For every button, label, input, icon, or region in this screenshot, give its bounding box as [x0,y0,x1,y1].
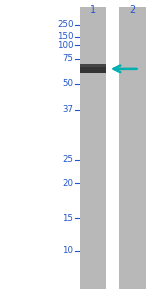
Text: 10: 10 [63,246,74,255]
Text: 1: 1 [90,5,96,15]
Bar [80,7,106,289]
Text: 100: 100 [57,41,74,50]
Text: 15: 15 [63,214,74,223]
Text: 20: 20 [63,179,74,188]
Text: 250: 250 [57,21,74,29]
Text: 2: 2 [129,5,135,15]
Bar [80,64,106,67]
Text: 75: 75 [63,54,74,63]
Text: 37: 37 [63,105,74,114]
Bar [80,64,106,73]
Text: 50: 50 [63,79,74,88]
Text: 150: 150 [57,32,74,41]
Bar [118,7,146,289]
Text: 25: 25 [63,155,74,164]
